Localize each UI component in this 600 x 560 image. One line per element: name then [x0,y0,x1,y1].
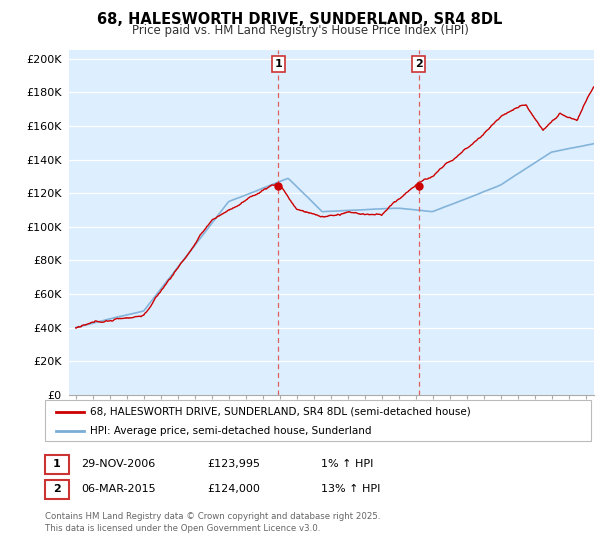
Text: HPI: Average price, semi-detached house, Sunderland: HPI: Average price, semi-detached house,… [90,426,371,436]
Text: 29-NOV-2006: 29-NOV-2006 [81,459,155,469]
Text: 06-MAR-2015: 06-MAR-2015 [81,484,155,494]
Text: 1: 1 [53,459,61,469]
Text: 2: 2 [53,484,61,494]
Text: £123,995: £123,995 [207,459,260,469]
Text: 68, HALESWORTH DRIVE, SUNDERLAND, SR4 8DL (semi-detached house): 68, HALESWORTH DRIVE, SUNDERLAND, SR4 8D… [90,407,471,417]
Text: Contains HM Land Registry data © Crown copyright and database right 2025.
This d: Contains HM Land Registry data © Crown c… [45,512,380,533]
Text: 68, HALESWORTH DRIVE, SUNDERLAND, SR4 8DL: 68, HALESWORTH DRIVE, SUNDERLAND, SR4 8D… [97,12,503,27]
Text: £124,000: £124,000 [207,484,260,494]
Text: Price paid vs. HM Land Registry's House Price Index (HPI): Price paid vs. HM Land Registry's House … [131,24,469,37]
Text: 1: 1 [274,59,282,69]
Text: 1% ↑ HPI: 1% ↑ HPI [321,459,373,469]
Text: 13% ↑ HPI: 13% ↑ HPI [321,484,380,494]
Text: 2: 2 [415,59,422,69]
